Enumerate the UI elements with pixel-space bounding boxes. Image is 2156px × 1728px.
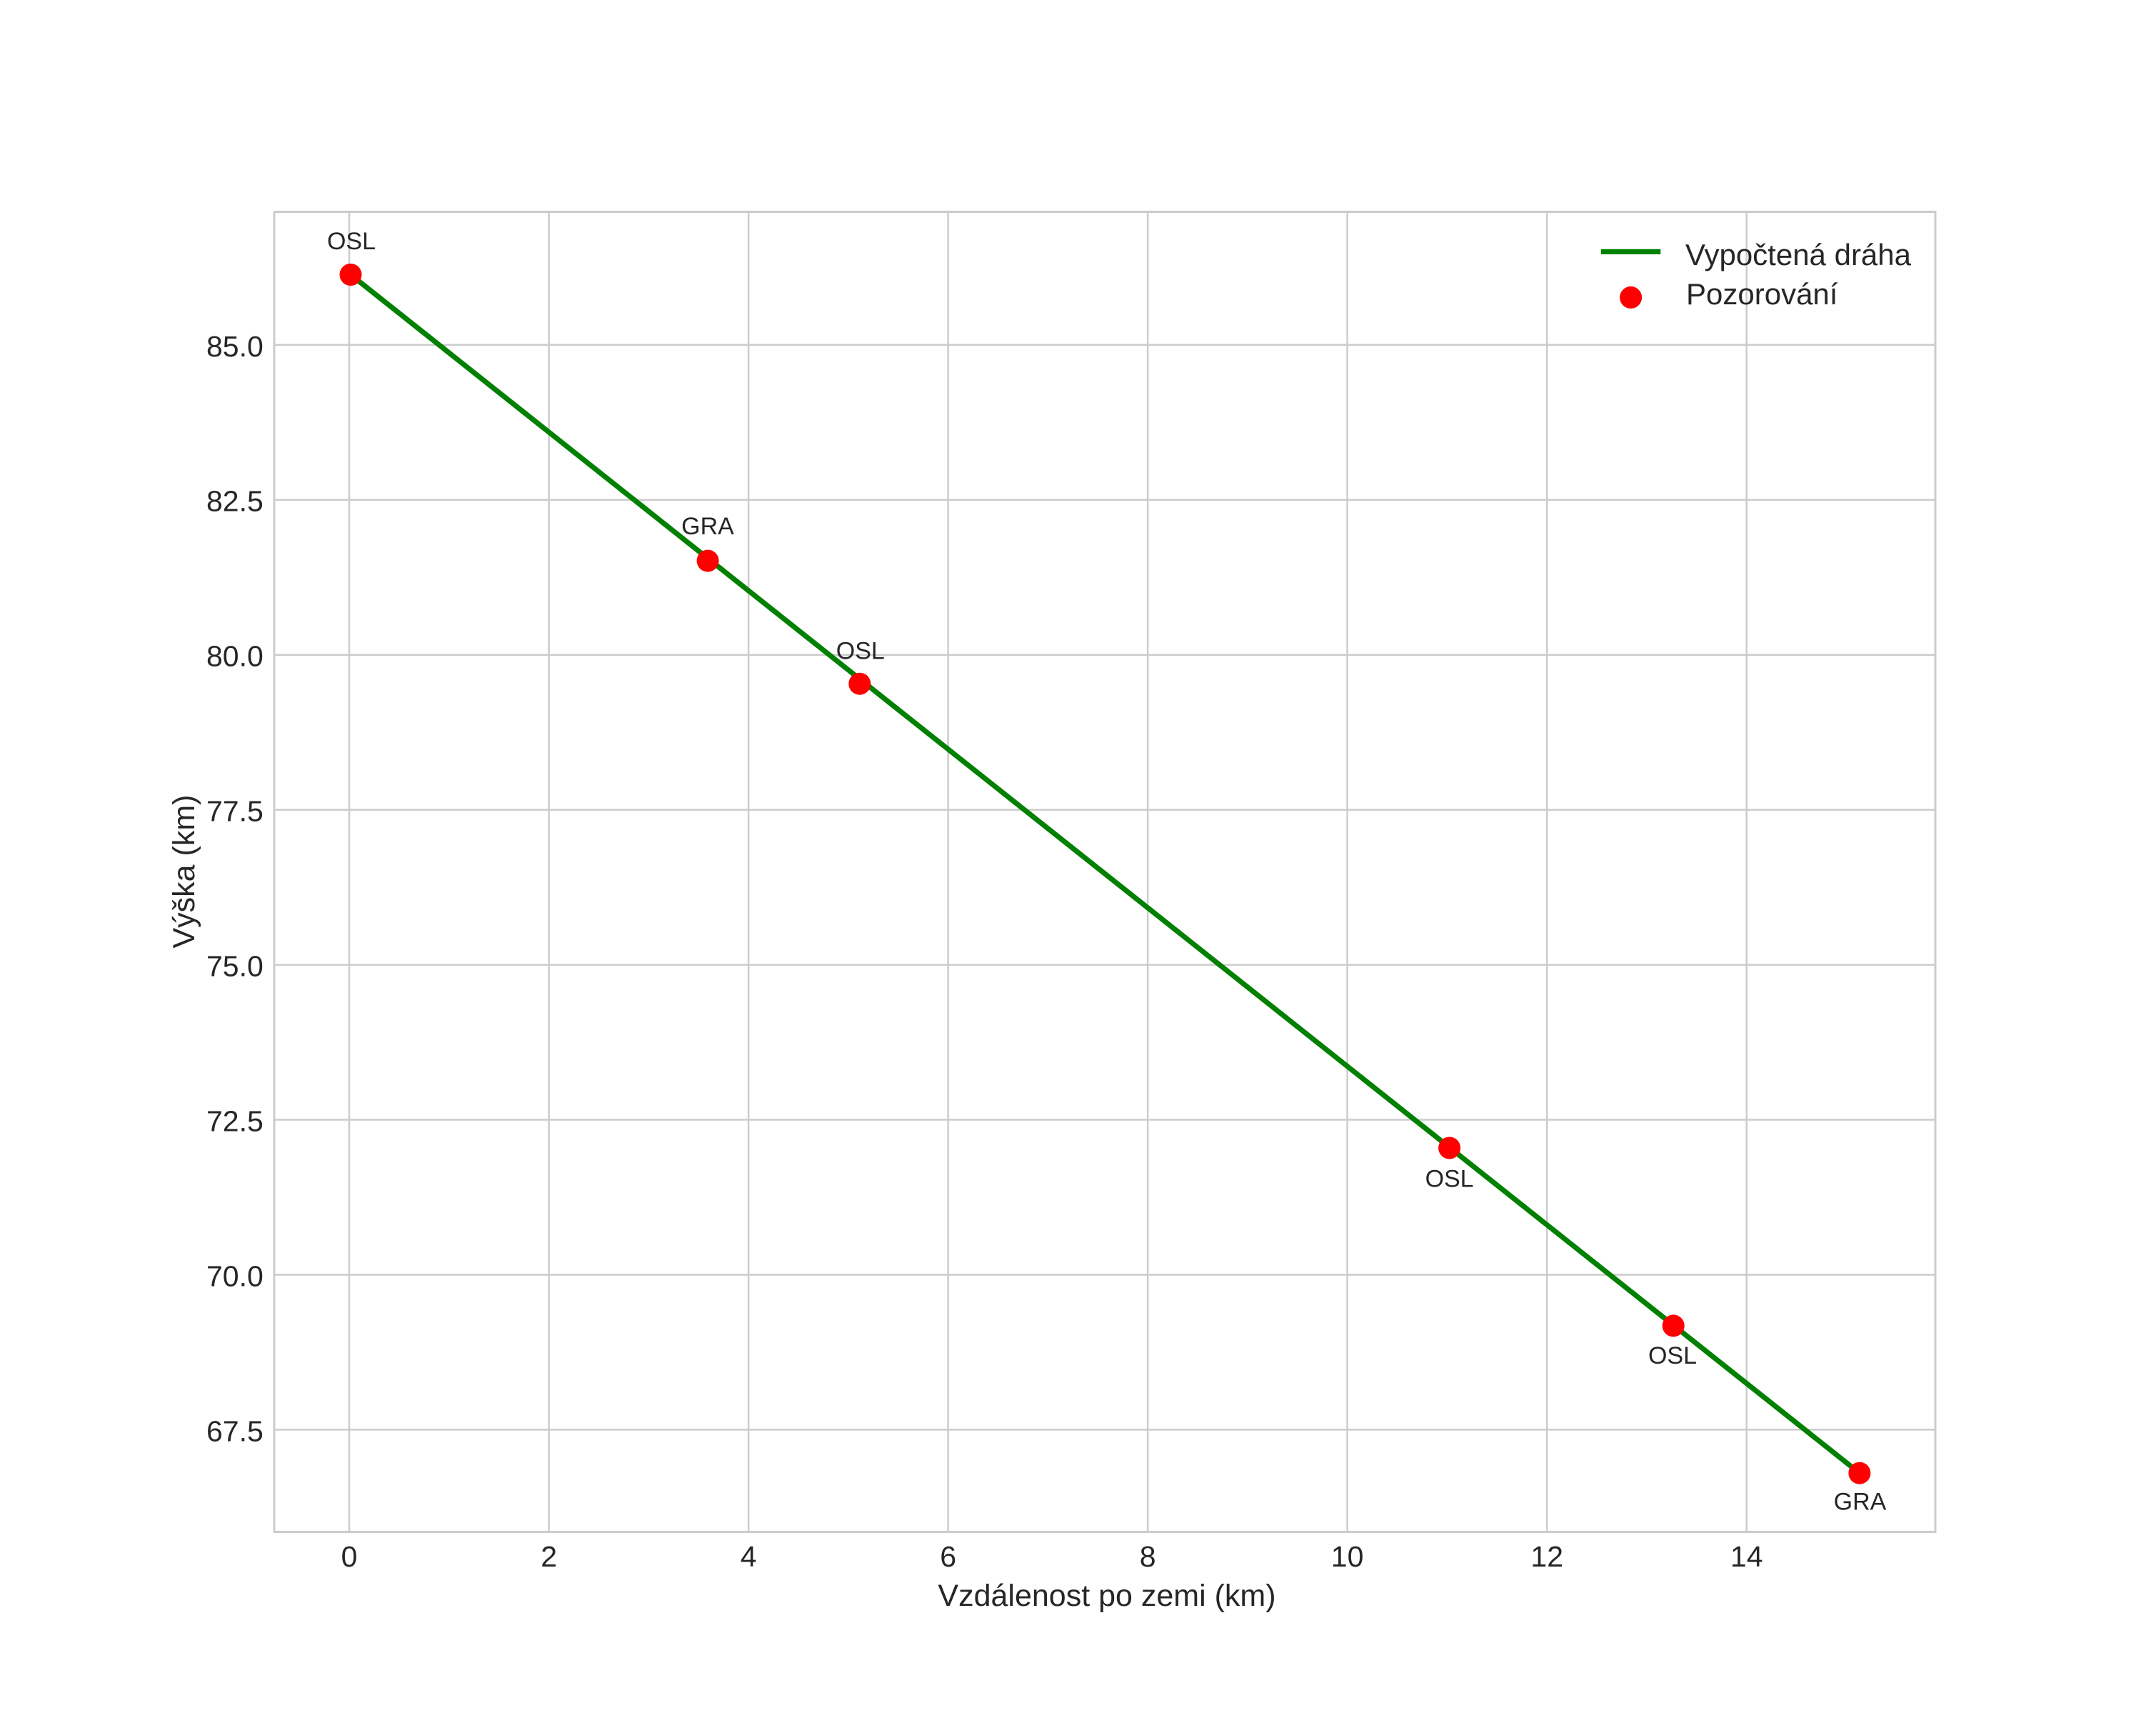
svg-text:10: 10 [1331,1540,1364,1573]
svg-text:0: 0 [341,1540,358,1573]
svg-text:OSL: OSL [1425,1166,1474,1193]
svg-text:Vypočtená dráha: Vypočtená dráha [1685,238,1912,271]
svg-text:70.0: 70.0 [206,1260,264,1293]
svg-text:8: 8 [1140,1540,1156,1573]
svg-text:77.5: 77.5 [206,795,264,828]
svg-text:GRA: GRA [1834,1489,1887,1516]
svg-text:14: 14 [1730,1540,1763,1573]
svg-text:85.0: 85.0 [206,330,264,363]
svg-text:82.5: 82.5 [206,485,264,518]
svg-text:4: 4 [741,1540,757,1573]
svg-text:6: 6 [940,1540,956,1573]
svg-text:80.0: 80.0 [206,640,264,673]
svg-text:Pozorování: Pozorování [1686,277,1838,311]
svg-text:75.0: 75.0 [206,950,264,983]
svg-text:OSL: OSL [1648,1342,1697,1369]
svg-text:72.5: 72.5 [206,1105,264,1138]
svg-text:12: 12 [1530,1540,1563,1573]
svg-text:Výška (km): Výška (km) [167,795,201,949]
svg-text:GRA: GRA [681,513,734,540]
svg-text:67.5: 67.5 [206,1414,264,1447]
svg-text:2: 2 [541,1540,557,1573]
svg-text:Vzdálenost po zemi (km): Vzdálenost po zemi (km) [938,1579,1275,1613]
svg-text:OSL: OSL [836,638,885,665]
svg-text:OSL: OSL [327,228,376,255]
